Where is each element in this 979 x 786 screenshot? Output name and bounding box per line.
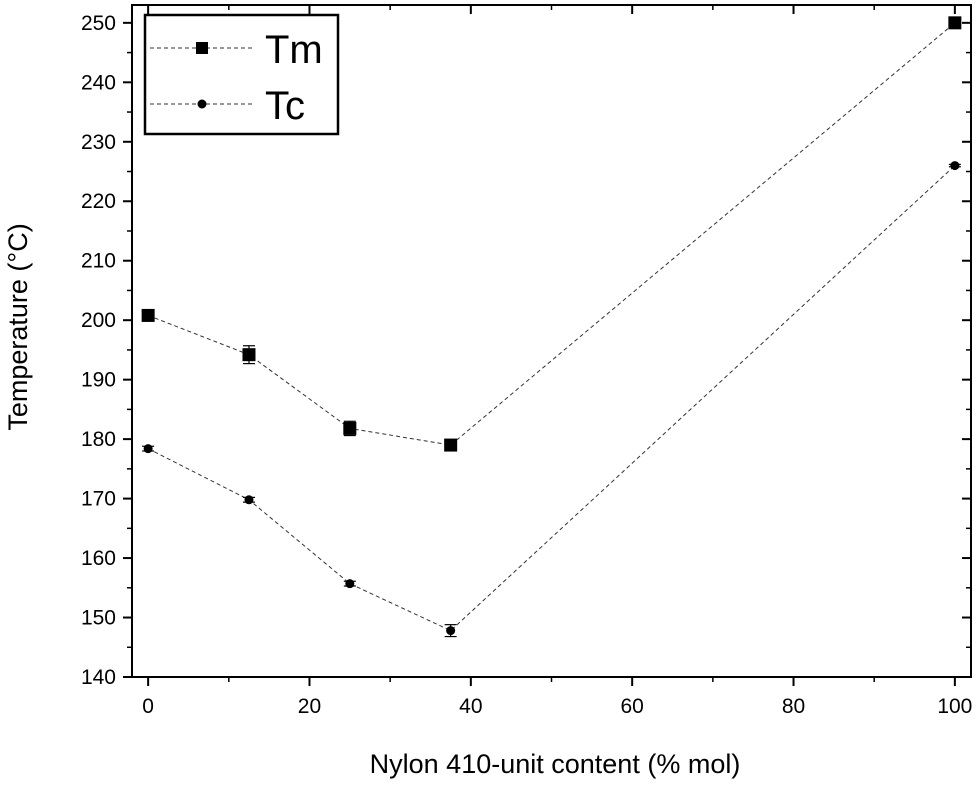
y-tick-label: 210 [81,250,116,273]
data-point-tm [242,348,256,362]
legend-marker-tc [197,99,207,109]
x-tick-label: 20 [298,695,321,718]
series-line-tc [147,165,956,632]
data-point-tc [950,161,960,171]
data-point-tc [143,444,153,454]
y-tick-label: 150 [81,607,116,630]
x-tick-label: 80 [782,695,805,718]
y-tick-label: 240 [81,71,116,94]
data-point-tc [446,626,456,636]
legend-label-tc: Tc [265,84,305,128]
y-tick-label: 140 [81,666,116,689]
y-tick-label: 200 [81,309,116,332]
data-point-tm [444,438,458,452]
y-tick-label: 170 [81,488,116,511]
y-tick-label: 180 [81,428,116,451]
data-point-tm [343,421,357,435]
legend: Tm Tc [143,13,340,136]
y-tick-label: 190 [81,369,116,392]
y-tick-label: 230 [81,131,116,154]
y-axis: 140 150 160 170 180 190 200 210 220 230 240 250 [81,12,971,689]
data-point-tc [345,579,355,589]
series-layer [141,16,962,638]
series-tc [142,161,961,638]
x-tick-label: 100 [937,695,972,718]
legend-box [143,13,340,136]
x-tick-label: 0 [142,695,154,718]
y-tick-label: 250 [81,12,116,35]
data-point-tm [948,16,962,30]
x-axis-title: Nylon 410-unit content (% mol) [370,749,741,779]
y-tick-label: 160 [81,547,116,570]
x-tick-label: 40 [459,695,482,718]
data-point-tm [141,308,155,322]
legend-marker-tm [196,42,208,54]
y-tick-label: 220 [81,190,116,213]
series-tm [141,16,962,452]
data-point-tc [244,495,254,505]
legend-label-tm: Tm [265,28,323,72]
x-axis: 0 20 40 60 80 100 [142,5,972,718]
y-axis-title: Temperature (°C) [3,223,33,430]
x-tick-label: 60 [620,695,643,718]
